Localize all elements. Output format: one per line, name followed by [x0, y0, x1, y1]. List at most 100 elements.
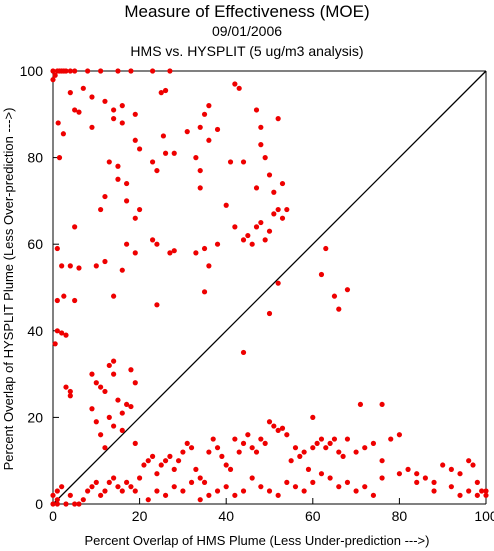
- data-point: [470, 462, 476, 468]
- data-point: [188, 479, 195, 485]
- data-point: [214, 488, 221, 494]
- data-point: [336, 449, 342, 455]
- x-tick-label: 100: [474, 508, 494, 524]
- data-point: [52, 341, 58, 347]
- data-point: [67, 263, 73, 269]
- data-point: [102, 488, 108, 494]
- data-point: [197, 185, 203, 191]
- data-point: [353, 449, 359, 455]
- data-point: [145, 458, 151, 464]
- data-point: [474, 492, 480, 498]
- data-point: [54, 245, 60, 252]
- data-point: [132, 137, 138, 143]
- data-point: [193, 466, 199, 472]
- data-point: [336, 484, 342, 490]
- data-point: [357, 401, 364, 408]
- data-point: [370, 440, 377, 446]
- data-point: [171, 150, 177, 156]
- data-point: [137, 206, 143, 213]
- data-point: [102, 193, 108, 200]
- data-point: [119, 120, 125, 126]
- data-point: [327, 440, 333, 446]
- data-point: [93, 263, 99, 269]
- data-point: [275, 280, 281, 286]
- data-point: [80, 497, 86, 503]
- data-point: [119, 427, 125, 433]
- data-point: [137, 146, 143, 152]
- data-point: [292, 484, 299, 490]
- data-point: [206, 492, 212, 498]
- data-point: [132, 440, 138, 446]
- data-point: [379, 401, 385, 408]
- data-point: [253, 224, 260, 230]
- data-point: [223, 484, 229, 490]
- data-point: [344, 436, 351, 442]
- data-point: [214, 445, 221, 451]
- data-point: [50, 68, 56, 74]
- data-point: [145, 497, 151, 503]
- data-point: [305, 466, 312, 472]
- y-tick-label: 60: [27, 236, 43, 252]
- data-point: [171, 466, 177, 472]
- data-point: [106, 362, 112, 369]
- data-point: [54, 488, 60, 494]
- data-point: [52, 72, 58, 78]
- data-point: [201, 245, 208, 252]
- data-point: [93, 380, 99, 386]
- data-point: [132, 215, 138, 221]
- data-point: [336, 306, 342, 312]
- data-point: [362, 445, 368, 451]
- data-point: [54, 501, 60, 507]
- data-point: [245, 432, 251, 438]
- data-point: [275, 492, 281, 498]
- data-point: [266, 310, 273, 317]
- data-point: [85, 488, 91, 494]
- data-point: [323, 245, 329, 252]
- data-point: [111, 371, 117, 377]
- data-point: [388, 436, 394, 442]
- data-point: [284, 479, 290, 485]
- data-point: [59, 484, 65, 490]
- data-point: [206, 103, 212, 109]
- data-point: [249, 475, 255, 481]
- data-point: [396, 471, 402, 477]
- data-point: [310, 414, 316, 420]
- data-point: [279, 215, 286, 221]
- data-point: [167, 68, 173, 74]
- data-point: [54, 328, 60, 334]
- data-point: [331, 293, 338, 299]
- data-point: [149, 68, 156, 74]
- data-point: [124, 479, 130, 485]
- data-point: [279, 425, 286, 431]
- data-point: [258, 124, 264, 130]
- data-point: [63, 332, 69, 338]
- data-point: [219, 453, 225, 459]
- data-point: [474, 479, 480, 485]
- data-point: [214, 126, 221, 133]
- data-point: [483, 488, 489, 494]
- data-point: [124, 401, 130, 408]
- data-point: [89, 371, 95, 377]
- data-point: [63, 501, 69, 507]
- data-point: [232, 492, 238, 498]
- data-point: [201, 289, 208, 295]
- data-point: [353, 488, 359, 494]
- data-point: [76, 265, 82, 271]
- data-point: [206, 449, 212, 455]
- data-point: [206, 137, 212, 143]
- data-point: [128, 484, 134, 490]
- data-point: [106, 479, 112, 485]
- data-point: [59, 330, 65, 336]
- data-point: [149, 237, 156, 243]
- data-point: [379, 458, 385, 464]
- data-point: [50, 501, 56, 507]
- data-point: [102, 98, 108, 104]
- chart-title: Measure of Effectiveness (MOE): [124, 2, 370, 21]
- data-point: [67, 393, 73, 399]
- one-to-one-line: [52, 70, 487, 505]
- data-point: [193, 250, 199, 256]
- data-point: [422, 475, 428, 481]
- data-point: [124, 241, 130, 247]
- data-point: [115, 176, 121, 182]
